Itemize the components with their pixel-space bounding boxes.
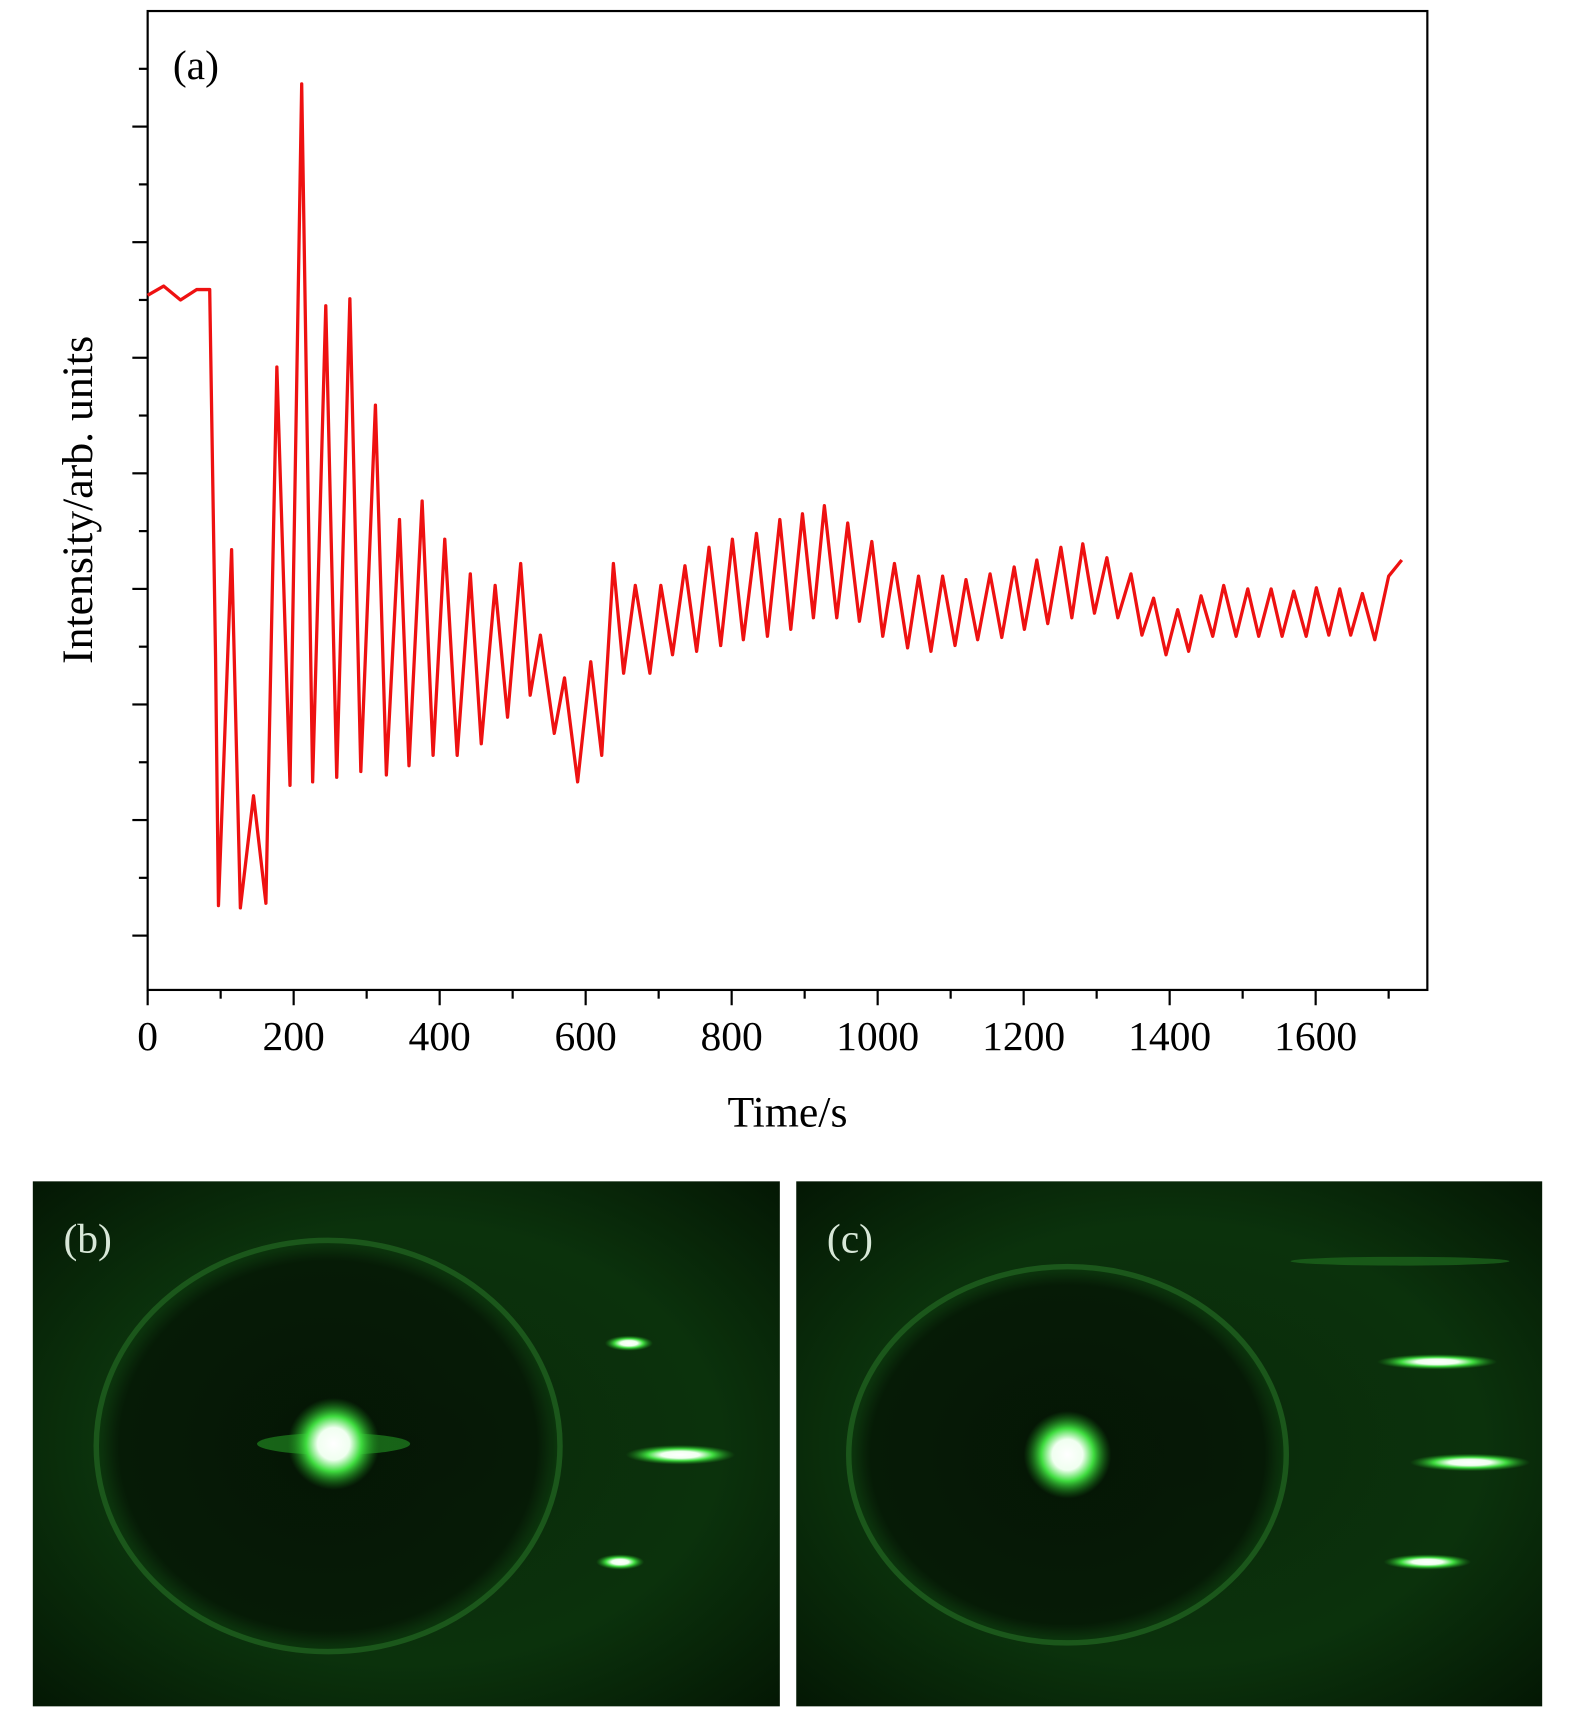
x-tick-label: 0 <box>137 1013 158 1059</box>
image-panel-c: (c) <box>796 1181 1543 1707</box>
x-tick-label: 600 <box>554 1013 616 1059</box>
plot-frame <box>146 9 1429 992</box>
x-tick-label: 400 <box>408 1013 470 1059</box>
x-tick-label: 800 <box>700 1013 762 1059</box>
x-axis-label: Time/s <box>728 1089 848 1137</box>
image-panel-b: (b) <box>32 1181 780 1707</box>
x-tick-label: 1400 <box>1128 1013 1211 1059</box>
image-label: (b) <box>63 1215 111 1262</box>
image-label: (c) <box>827 1215 873 1262</box>
y-axis-label: Intensity/arb. units <box>54 336 102 664</box>
x-tick-label: 200 <box>262 1013 324 1059</box>
x-tick-label: 1200 <box>982 1013 1065 1059</box>
data-line <box>146 82 1404 910</box>
panel-label: (a) <box>173 42 219 89</box>
x-tick-label: 1000 <box>836 1013 919 1059</box>
x-tick-label: 1600 <box>1274 1013 1357 1059</box>
